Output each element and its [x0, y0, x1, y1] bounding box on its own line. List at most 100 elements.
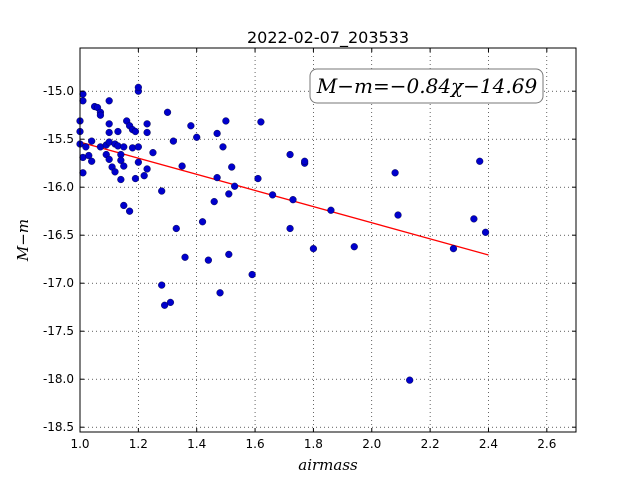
data-point	[216, 289, 224, 297]
data-point	[111, 168, 119, 176]
data-point	[181, 253, 189, 261]
x-tick-label: 1.4	[187, 437, 206, 451]
data-point	[131, 174, 140, 183]
data-point	[289, 196, 297, 204]
data-point	[301, 157, 309, 165]
chart-title: 2022-02-07_203533	[247, 28, 409, 48]
data-point	[117, 175, 125, 184]
data-point	[309, 245, 318, 253]
y-tick-label: -15.5	[43, 132, 74, 146]
y-axis-label: M−m	[14, 219, 32, 262]
data-point	[158, 281, 166, 289]
data-point	[219, 143, 227, 151]
data-point	[134, 143, 142, 151]
data-point	[158, 187, 166, 195]
y-tick-label: -18.0	[43, 372, 74, 386]
x-tick-label: 2.6	[537, 437, 556, 451]
data-point	[228, 163, 236, 171]
data-points	[76, 83, 490, 384]
data-point	[131, 127, 140, 136]
plot-area	[80, 48, 576, 432]
data-point	[120, 162, 128, 170]
data-point	[126, 207, 134, 215]
fit-line	[79, 141, 489, 256]
data-point	[327, 206, 335, 214]
data-point	[88, 137, 96, 145]
data-point	[172, 224, 180, 233]
data-point	[143, 120, 151, 128]
data-point	[286, 224, 294, 233]
data-point	[134, 158, 142, 166]
data-point	[105, 128, 113, 137]
data-point	[193, 133, 201, 141]
y-tick-label: -17.5	[43, 324, 74, 338]
x-tick-label: 1.6	[246, 437, 265, 451]
x-tick-label: 1.8	[304, 437, 323, 451]
data-point	[476, 157, 484, 165]
data-point	[213, 129, 221, 138]
data-point	[117, 156, 125, 164]
data-point	[120, 201, 128, 210]
data-point	[470, 215, 478, 223]
fit-equation-box: M−m=−0.84χ−14.69	[309, 68, 544, 104]
data-point	[105, 120, 113, 128]
data-point	[350, 243, 358, 251]
fit-line-layer	[79, 141, 489, 256]
data-point	[140, 172, 148, 180]
x-axis-label: airmass	[298, 456, 358, 474]
data-point	[88, 157, 96, 165]
y-tick-label: -15.0	[43, 84, 74, 98]
data-point	[248, 270, 256, 279]
data-point	[254, 174, 262, 183]
x-tick-label: 2.4	[479, 437, 498, 451]
x-tick-label: 1.2	[129, 437, 148, 451]
data-point	[134, 83, 142, 91]
data-point	[449, 245, 458, 253]
data-point	[481, 228, 490, 236]
data-point	[225, 190, 233, 198]
y-tick-label: -16.5	[43, 228, 74, 242]
y-tick-label: -18.5	[43, 420, 74, 434]
data-point	[149, 149, 157, 157]
data-point	[406, 376, 414, 384]
data-point	[391, 169, 399, 177]
data-point	[204, 256, 212, 264]
data-point	[96, 111, 105, 119]
data-point	[82, 143, 90, 151]
data-point	[394, 211, 402, 219]
data-point	[105, 97, 113, 105]
plot-border	[79, 47, 577, 433]
data-point	[210, 198, 218, 206]
fit-equation-label: M−m=−0.84χ−14.69	[316, 74, 538, 98]
x-tick-labels: 1.0 1.2 1.4 1.6 1.8 2.0 2.2 2.4 2.6	[70, 437, 556, 451]
y-tick-label: -17.0	[43, 276, 74, 290]
data-point	[222, 117, 230, 125]
data-point	[213, 174, 221, 182]
data-point	[143, 128, 151, 137]
data-point	[79, 97, 87, 105]
data-point	[187, 122, 195, 130]
data-point	[105, 155, 113, 163]
axis-ticks	[79, 48, 576, 432]
data-point	[120, 143, 128, 151]
x-tick-label: 1.0	[70, 437, 89, 451]
data-point	[268, 191, 277, 199]
data-point	[161, 301, 169, 309]
data-point	[257, 118, 265, 126]
data-point	[85, 151, 93, 160]
data-point	[169, 137, 177, 145]
data-point	[143, 165, 151, 173]
y-tick-label: -16.0	[43, 180, 74, 194]
data-point	[225, 250, 233, 259]
data-point	[166, 298, 175, 307]
data-point	[163, 108, 172, 116]
data-point	[286, 150, 294, 159]
data-point	[79, 169, 87, 177]
y-tick-labels: -15.0 -15.5 -16.0 -16.5 -17.0 -17.5 -18.0 -18.5	[43, 84, 74, 434]
data-point	[231, 182, 239, 190]
x-tick-label: 2.0	[362, 437, 381, 451]
data-point	[114, 127, 122, 136]
data-point	[178, 162, 186, 170]
data-point	[198, 218, 207, 226]
